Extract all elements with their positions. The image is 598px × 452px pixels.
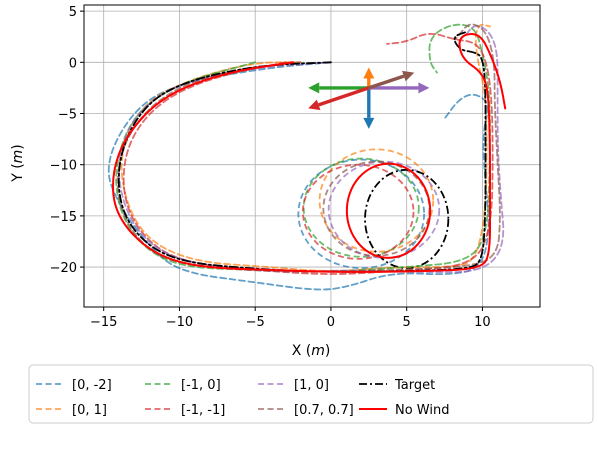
series-line-2: [115, 23, 491, 273]
loop--1-1-: [302, 163, 415, 260]
wind-arrow-2: [308, 82, 369, 94]
wind-arrow-0: [363, 87, 375, 129]
legend-label-0: [0, -2]: [72, 378, 112, 393]
trajectory-series: [107, 23, 507, 291]
wind-arrow-4: [368, 82, 430, 94]
legend-label-5: [0.7, 0.7]: [294, 403, 354, 418]
x-tick-label-1: −10: [166, 315, 193, 330]
y-tick-label-2: −5: [58, 108, 77, 123]
legend-label-4: [1, 0]: [294, 378, 329, 393]
legend-item-3: [-1, -1]: [145, 403, 225, 418]
series-line-7: [112, 33, 507, 273]
grid: [84, 5, 540, 307]
plot-frame: [83, 4, 541, 308]
series-line-1: [120, 23, 491, 272]
series-line-3: [122, 33, 494, 275]
legend-label-7: No Wind: [395, 403, 449, 418]
y-axis-label: Y (m): [10, 144, 26, 183]
loop--1-0-: [327, 160, 441, 259]
legend-item-2: [-1, 0]: [145, 378, 221, 393]
series-line-0: [107, 61, 490, 291]
wind-direction-arrows: [308, 67, 430, 129]
legend-label-2: [-1, 0]: [181, 378, 221, 393]
y-tick-label-4: −15: [50, 210, 77, 225]
x-axis-label: X (m): [292, 343, 331, 359]
x-tick-label-2: −5: [246, 315, 265, 330]
legend-item-0: [0, -2]: [36, 378, 112, 393]
y-tick-label-1: 0: [69, 56, 77, 71]
legend-label-6: Target: [394, 378, 435, 393]
series-line-6: [117, 30, 487, 273]
legend-item-7: No Wind: [359, 403, 449, 418]
wind-arrow-5: [368, 70, 415, 90]
loop-No-Wind: [345, 162, 432, 259]
x-tick-label-3: 0: [327, 315, 335, 330]
x-tick-label-5: 10: [474, 315, 491, 330]
legend: [0, -2] [0, 1] [-1, 0] [-1, -1] [1, 0] [0.7, …: [28, 364, 594, 424]
y-tick-label-5: −20: [50, 261, 77, 276]
y-tick-label-3: −10: [50, 159, 77, 174]
loop--0-2-: [297, 158, 426, 269]
loop-trajectories: [297, 148, 450, 269]
legend-item-4: [1, 0]: [258, 378, 329, 393]
legend-item-5: [0.7, 0.7]: [258, 403, 354, 418]
legend-item-1: [0, 1]: [36, 403, 107, 418]
x-tick-label-4: 5: [403, 315, 411, 330]
legend-item-6: Target: [359, 378, 435, 393]
legend-label-3: [-1, -1]: [181, 403, 225, 418]
loop--1-0-: [302, 157, 420, 258]
x-tick-label-0: −15: [90, 315, 117, 330]
loop--0-1-: [318, 148, 435, 253]
y-tick-label-0: 5: [69, 5, 77, 20]
legend-label-1: [0, 1]: [72, 403, 107, 418]
wind-arrow-3: [308, 86, 370, 111]
axes: −15 −10 −5 0 5 10 5 0 −5 −10 −15 −20: [50, 4, 541, 330]
